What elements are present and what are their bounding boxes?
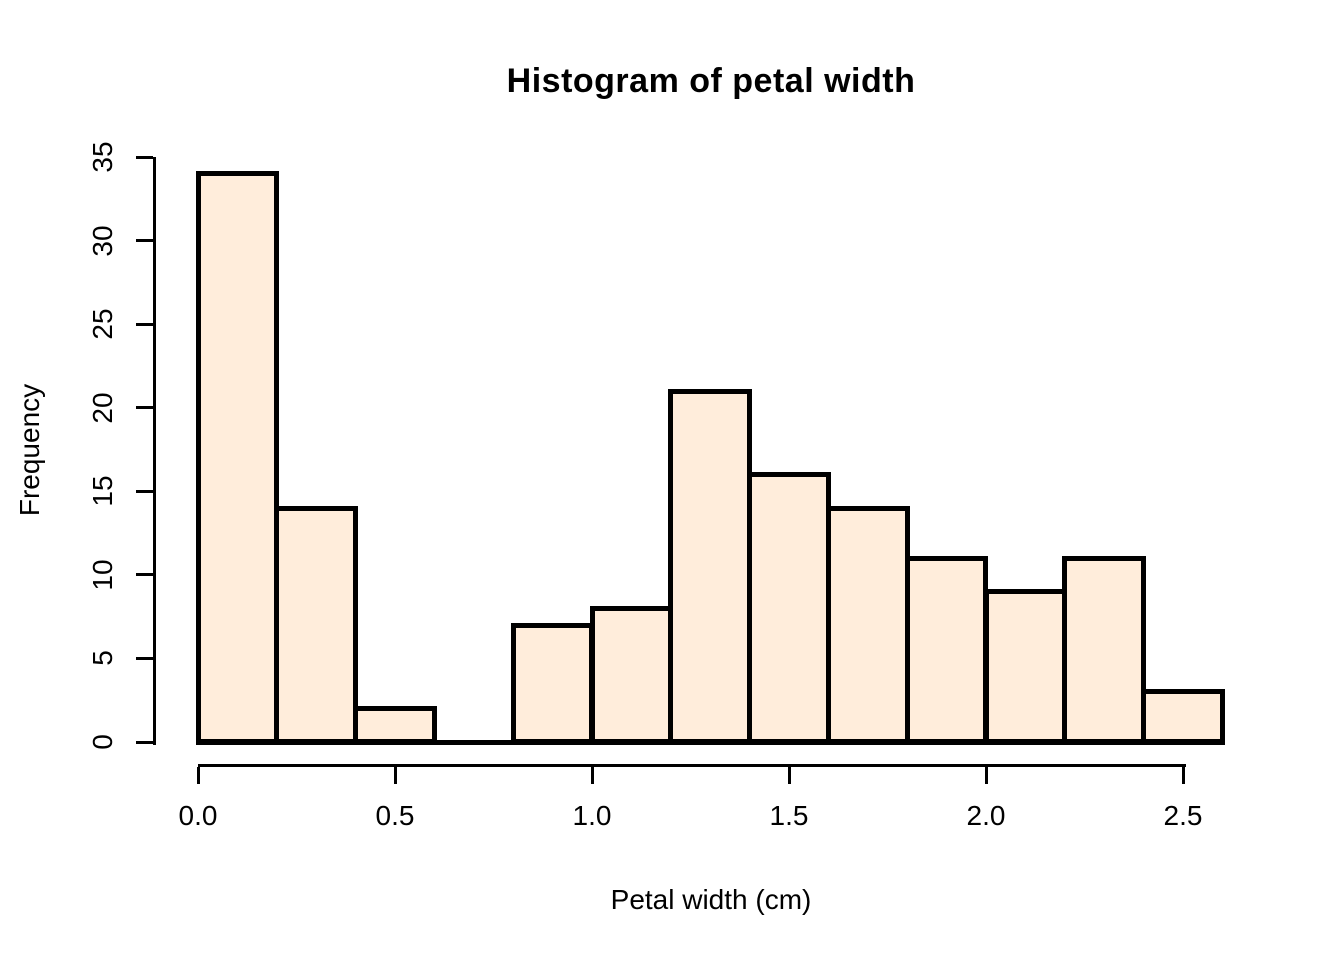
y-axis-tick — [136, 656, 153, 660]
histogram-bar — [1062, 555, 1147, 745]
y-axis-tick — [136, 322, 153, 326]
x-axis-tick — [787, 767, 791, 784]
y-axis-title: Frequency — [14, 383, 45, 517]
chart-title: Histogram of petal width — [506, 62, 916, 100]
histogram-bar — [589, 605, 674, 745]
bars-baseline — [195, 739, 1225, 745]
x-tick-label: 1.5 — [769, 800, 809, 831]
y-tick-label: 15 — [87, 475, 118, 507]
histogram-bar — [904, 555, 989, 745]
y-tick-label: 30 — [87, 225, 118, 257]
histogram-bar — [274, 505, 359, 745]
x-tick-label: 0.0 — [178, 800, 218, 831]
histogram-bar — [983, 589, 1068, 745]
x-tick-label: 2.0 — [966, 800, 1006, 831]
histogram-bar — [747, 472, 831, 745]
y-axis-line — [153, 157, 156, 745]
x-axis-tick — [196, 767, 200, 784]
y-tick-label: 10 — [87, 559, 118, 591]
histogram-bar — [195, 171, 280, 745]
histogram-bar — [1141, 689, 1225, 745]
y-tick-label: 5 — [87, 650, 118, 667]
histogram-bar — [668, 388, 753, 745]
x-axis-tick — [393, 767, 397, 784]
histogram-bar — [825, 505, 910, 745]
y-axis-tick — [136, 406, 153, 410]
y-tick-label: 25 — [87, 308, 118, 340]
y-axis-tick — [136, 239, 153, 243]
x-axis-line — [198, 764, 1186, 767]
y-tick-label: 35 — [87, 141, 118, 173]
x-tick-label: 0.5 — [375, 800, 415, 831]
histogram-bar — [510, 622, 595, 745]
y-axis-tick — [136, 740, 153, 744]
x-tick-label: 2.5 — [1163, 800, 1203, 831]
x-axis-title: Petal width (cm) — [610, 884, 812, 915]
y-axis-tick — [136, 155, 153, 159]
y-tick-label: 0 — [87, 734, 118, 750]
x-axis-tick — [590, 767, 594, 784]
x-axis-tick — [984, 767, 988, 784]
y-axis-tick — [136, 573, 153, 577]
x-axis-tick — [1181, 767, 1185, 784]
x-tick-label: 1.0 — [572, 800, 612, 831]
y-tick-label: 20 — [87, 392, 118, 424]
y-axis-tick — [136, 489, 153, 493]
